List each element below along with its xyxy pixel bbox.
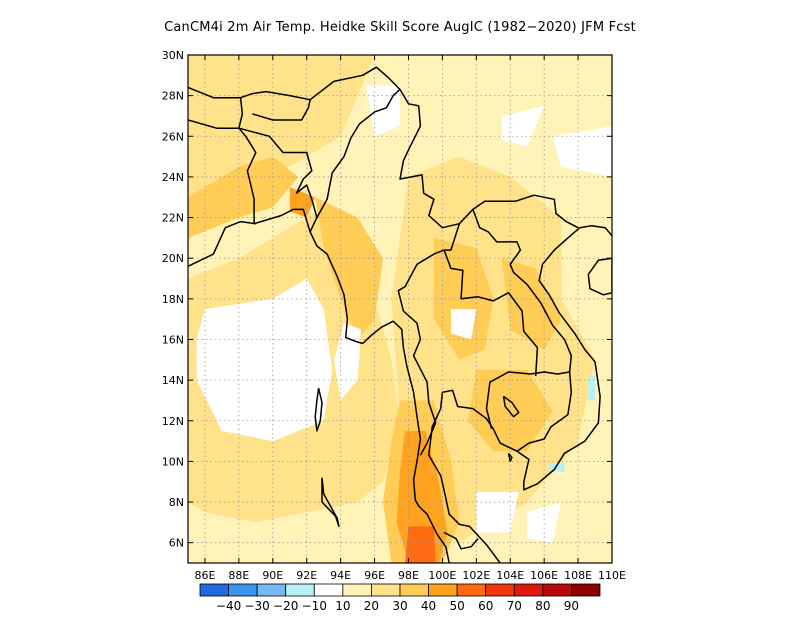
colorbar: −40 −30 −20 −10 10 20 30 40 50 60 70 80 90	[199, 583, 601, 613]
boundary-bhutan-india-border	[252, 99, 311, 121]
lat-tick-label: 22N	[162, 212, 184, 225]
lon-tick-label: 86E	[194, 569, 215, 582]
lon-tick-label: 96E	[364, 569, 385, 582]
colorbar-label: 30	[392, 599, 407, 613]
lat-tick-label: 26N	[162, 130, 184, 143]
boundary-myanmar-india-border	[316, 88, 401, 218]
boundary-bangladesh-india-border	[238, 127, 257, 224]
boundary-gulf-of-thailand-coast	[428, 224, 612, 563]
shade-region	[450, 309, 477, 340]
colorbar-label: 70	[507, 599, 522, 613]
shade-region	[588, 376, 595, 401]
shade-region	[333, 323, 361, 401]
lon-tick-label: 106E	[530, 569, 558, 582]
lat-tick-label: 12N	[162, 415, 184, 428]
colorbar-label: 50	[449, 599, 464, 613]
lon-tick-label: 100E	[428, 569, 456, 582]
boundary-east-coast-bay-of-bengal	[188, 220, 256, 267]
page-title: CanCM4i 2m Air Temp. Heidke Skill Score …	[164, 20, 636, 35]
shade-region	[315, 197, 383, 340]
lon-tick-label: 92E	[296, 569, 317, 582]
boundary-cambodia-border	[485, 371, 573, 452]
boundary-thailand-malaysia-border	[443, 531, 479, 550]
shade-region	[405, 526, 436, 563]
colorbar-label: 20	[364, 599, 379, 613]
colorbar-box	[371, 583, 401, 597]
lat-tick-label: 16N	[162, 333, 184, 346]
colorbar-label: 10	[335, 599, 350, 613]
colorbar-box	[256, 583, 287, 597]
lon-tick-label: 108E	[564, 569, 592, 582]
boundary-laos-vietnam-border	[472, 209, 573, 373]
lat-tick-label: 14N	[162, 374, 184, 387]
boundary-india-china-border	[188, 66, 401, 101]
boundary-laos-thailand-border	[443, 249, 539, 377]
colorbar-label: 80	[535, 599, 550, 613]
lat-tick-label: 18N	[162, 293, 184, 306]
lon-tick-label: 90E	[262, 569, 283, 582]
map-frame	[187, 54, 613, 564]
coastlines-and-borders	[188, 66, 612, 563]
boundary-tonle-sap	[502, 395, 520, 418]
colorbar-box	[313, 583, 344, 597]
lat-tick-label: 10N	[162, 455, 184, 468]
boundary-andaman-islands	[314, 388, 323, 432]
lat-tick-label: 30N	[162, 49, 184, 62]
colorbar-box	[485, 583, 515, 597]
lon-tick-label: 102E	[462, 569, 490, 582]
shade-region	[527, 502, 562, 543]
lon-tick-label: 104E	[496, 569, 524, 582]
lat-tick-label: 20N	[162, 252, 184, 265]
boundary-phu-quoc	[507, 452, 513, 463]
shade-region	[549, 463, 565, 472]
lon-tick-label: 98E	[398, 569, 419, 582]
colorbar-box	[456, 583, 487, 597]
colorbar-label: 40	[421, 599, 436, 613]
colorbar-box	[285, 583, 315, 597]
colorbar-box	[342, 583, 372, 597]
lon-tick-label: 88E	[228, 569, 249, 582]
lon-tick-label: 110E	[598, 569, 626, 582]
lat-tick-label: 24N	[162, 171, 184, 184]
colorbar-box	[428, 583, 458, 597]
boundary-laos-china-vietnam-border	[458, 194, 579, 229]
colorbar-box	[399, 583, 429, 597]
shade-region	[196, 278, 333, 442]
colorbar-label: −40	[216, 599, 241, 613]
boundary-hainan	[587, 257, 612, 296]
boundary-nicobar-islands	[321, 477, 340, 528]
lat-tick-label: 6N	[169, 537, 184, 550]
colorbar-label: −10	[302, 599, 327, 613]
lat-tick-label: 28N	[162, 90, 184, 103]
shade-region	[552, 126, 612, 177]
colorbar-box	[513, 583, 544, 597]
colorbar-label: 60	[478, 599, 493, 613]
boundary-myanmar-thailand-laos-border	[397, 223, 461, 456]
colorbar-label: −20	[273, 599, 298, 613]
colorbar-label: 90	[564, 599, 579, 613]
axis-ticks: 86E 88E 90E 92E 94E 96E 98E 100E 102E 104E 106E 108…	[162, 49, 626, 582]
boundary-myanmar-china-border	[399, 89, 460, 229]
colorbar-box	[199, 583, 229, 597]
shade-region	[501, 258, 562, 350]
colorbar-box	[542, 583, 572, 597]
colorbar-box	[228, 583, 258, 597]
lon-tick-label: 94E	[330, 569, 351, 582]
boundary-bangladesh-east-border	[238, 127, 318, 233]
colorbar-label: −30	[244, 599, 269, 613]
colorbar-box	[571, 583, 601, 597]
lat-tick-label: 8N	[169, 496, 184, 509]
